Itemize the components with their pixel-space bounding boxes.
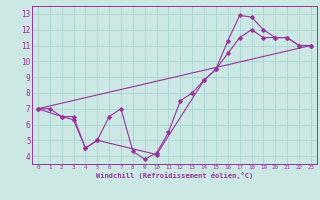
X-axis label: Windchill (Refroidissement éolien,°C): Windchill (Refroidissement éolien,°C)	[96, 172, 253, 179]
